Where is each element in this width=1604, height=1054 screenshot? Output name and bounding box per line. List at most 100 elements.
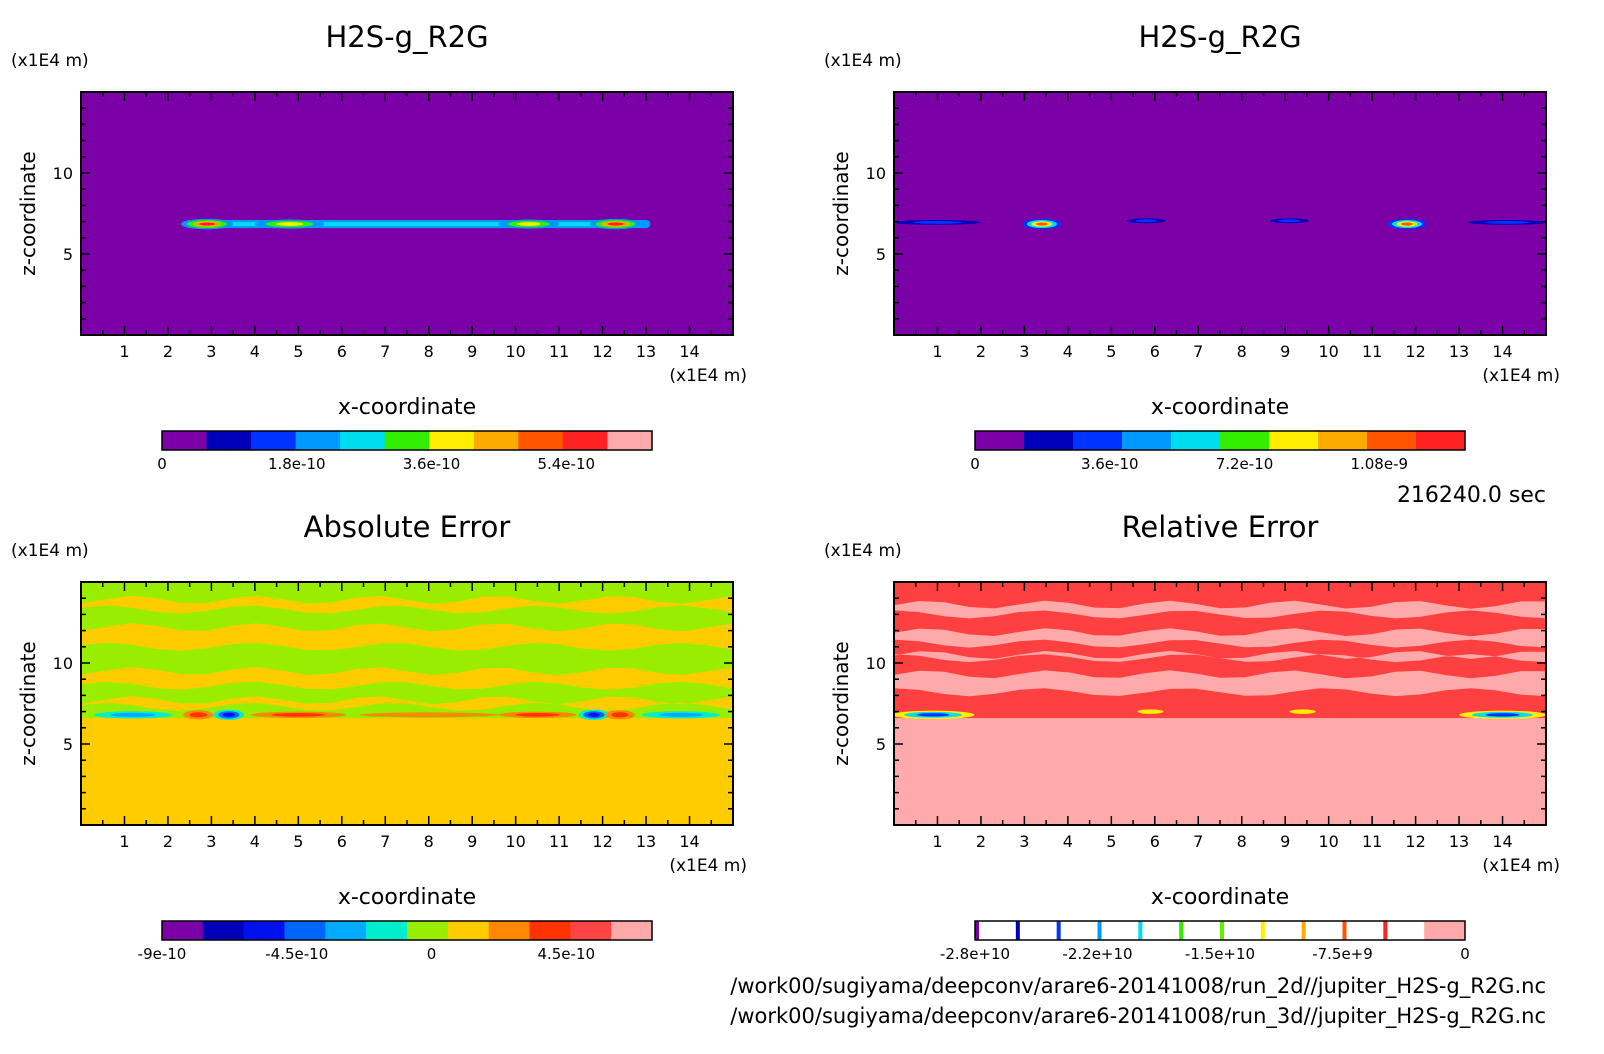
y-unit-label: (x1E4 m): [824, 541, 902, 561]
colorbar-swatch: [1220, 431, 1270, 450]
x-tick-label: 9: [1280, 342, 1290, 361]
colorbar-swatch: [611, 921, 653, 940]
colorbar-swatch: [1024, 431, 1074, 450]
colorbar-swatch: [529, 921, 571, 940]
x-tick-label: 14: [679, 832, 699, 851]
colorbar-label: -4.5e-10: [265, 945, 328, 963]
x-tick-label: 1: [119, 832, 129, 851]
colorbar-line: [1301, 921, 1306, 940]
field-background: [894, 92, 1546, 335]
field-contour: [275, 222, 304, 226]
colorbar-label: 0: [970, 455, 980, 473]
y-unit-label: (x1E4 m): [11, 541, 89, 561]
colorbar-label: 3.6e-10: [1081, 455, 1139, 473]
x-tick-label: 3: [206, 342, 216, 361]
panel-4: Relative Error(x1E4 m)1 2 3 4 5 6 7 8 9 10 11 12 13 1…: [824, 510, 1560, 963]
colorbar-swatch: [251, 431, 297, 450]
colorbar-label: 0: [427, 945, 437, 963]
colorbar-line: [1056, 921, 1061, 940]
x-unit-label: (x1E4 m): [1482, 856, 1560, 876]
field-background: [81, 92, 733, 335]
x-tick-label: 1: [932, 342, 942, 361]
panel-1: H2S-g_R2G(x1E4 m)1 2 3 4 5 6 7 8 9 10 11 12 13 14510(…: [11, 20, 747, 473]
colorbar-swatch: [206, 431, 252, 450]
x-tick-label: 14: [1492, 342, 1512, 361]
x-tick-label: 12: [1405, 832, 1425, 851]
y-axis-label: z-coordinate: [829, 151, 853, 275]
colorbar-line: [1015, 921, 1020, 940]
x-tick-label: 2: [976, 832, 986, 851]
field-contour: [516, 222, 541, 226]
panel-title: H2S-g_R2G: [1138, 20, 1301, 54]
colorbar-swatch: [1179, 921, 1220, 940]
x-tick-label: 12: [592, 832, 612, 851]
x-tick-label: 9: [1280, 832, 1290, 851]
x-tick-label: 13: [636, 832, 656, 851]
y-axis-label: z-coordinate: [829, 641, 853, 765]
field-band: [894, 670, 1546, 697]
field-contour: [515, 713, 560, 717]
colorbar-swatch: [162, 431, 208, 450]
colorbar-label: 3.6e-10: [403, 455, 461, 473]
colorbar-swatch: [243, 921, 285, 940]
x-tick-label: 13: [636, 342, 656, 361]
field-contour: [658, 712, 703, 717]
colorbar-label: 1.8e-10: [268, 455, 326, 473]
colorbar-swatch: [570, 921, 612, 940]
field-contour: [1485, 713, 1520, 717]
colorbar-swatch: [1097, 921, 1139, 940]
colorbar-swatch: [975, 431, 1025, 450]
x-tick-label: 1: [119, 342, 129, 361]
x-unit-label: (x1E4 m): [669, 856, 747, 876]
x-tick-label: 11: [549, 832, 569, 851]
colorbar-swatch: [1015, 921, 1057, 940]
x-tick-label: 13: [1449, 832, 1469, 851]
colorbar-label: 0: [157, 455, 167, 473]
field-band: [894, 628, 1546, 648]
y-axis-label: z-coordinate: [16, 151, 40, 275]
colorbar-label: 4.5e-10: [537, 945, 595, 963]
panel-title: Absolute Error: [304, 510, 511, 544]
field-contour: [587, 712, 600, 717]
colorbar: -9e-10 -4.5e-10 0 4.5e-10: [138, 920, 653, 963]
file-path-3d: /work00/sugiyama/deepconv/arare6-2014100…: [730, 1004, 1546, 1029]
y-tick-label: 5: [876, 735, 886, 754]
colorbar-swatch: [1342, 921, 1384, 940]
colorbar-frame: [974, 920, 1466, 941]
x-tick-label: 3: [206, 832, 216, 851]
panel-title: Relative Error: [1122, 510, 1319, 544]
colorbar-swatch: [340, 431, 386, 450]
x-axis-label: x-coordinate: [1151, 395, 1289, 420]
field-contour: [199, 222, 215, 226]
x-tick-label: 4: [1063, 342, 1073, 361]
field-contour: [1484, 220, 1529, 224]
colorbar-frame: [161, 430, 653, 451]
x-axis-label: x-coordinate: [338, 885, 476, 910]
colorbar-swatch: [1171, 431, 1221, 450]
x-tick-label: 4: [250, 342, 260, 361]
field-contour: [611, 712, 629, 718]
plot-area: [894, 582, 1546, 825]
field-contour: [359, 712, 499, 718]
colorbar-swatch: [284, 921, 326, 940]
y-unit-label: (x1E4 m): [824, 51, 902, 71]
field-band: [81, 667, 733, 690]
plot-area: [81, 582, 733, 825]
x-tick-label: 5: [293, 342, 303, 361]
x-tick-label: 8: [424, 832, 434, 851]
colorbar-label: -7.5e+9: [1312, 945, 1373, 963]
colorbar-swatch: [1424, 921, 1466, 940]
x-tick-label: 10: [505, 832, 525, 851]
field-contour: [1289, 709, 1316, 714]
plot-area: [81, 92, 733, 335]
colorbar-label: 7.2e-10: [1216, 455, 1274, 473]
colorbar-label: -2.2e+10: [1062, 945, 1132, 963]
x-tick-label: 10: [1318, 832, 1338, 851]
colorbar-label: 5.4e-10: [537, 455, 595, 473]
colorbar-swatch: [607, 431, 653, 450]
x-tick-label: 6: [1150, 832, 1160, 851]
colorbar-label: -2.8e+10: [940, 945, 1010, 963]
colorbar-label: -1.5e+10: [1185, 945, 1255, 963]
field-contour: [111, 712, 156, 717]
colorbar-swatch: [384, 431, 430, 450]
